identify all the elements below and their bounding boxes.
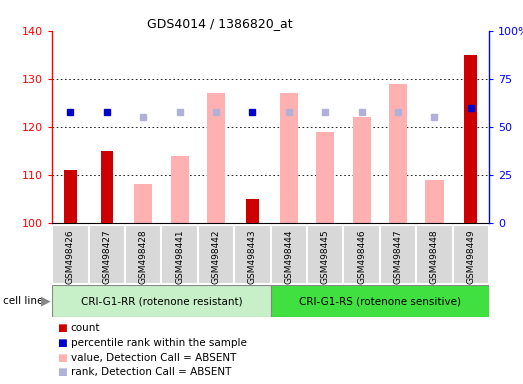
Bar: [52, 225, 89, 284]
Bar: [452, 225, 489, 284]
Text: ▶: ▶: [41, 295, 50, 308]
Text: ■: ■: [58, 367, 67, 377]
Bar: [100, 151, 113, 223]
Bar: [246, 199, 259, 223]
Text: value, Detection Call = ABSENT: value, Detection Call = ABSENT: [71, 353, 236, 362]
Text: GSM498426: GSM498426: [66, 229, 75, 284]
Text: cell line: cell line: [3, 296, 43, 306]
Text: GSM498446: GSM498446: [357, 229, 366, 284]
Text: GSM498449: GSM498449: [467, 229, 475, 284]
Text: GSM498428: GSM498428: [139, 229, 148, 284]
Text: GSM498442: GSM498442: [212, 229, 221, 284]
Bar: [170, 156, 189, 223]
Bar: [271, 285, 489, 317]
Text: count: count: [71, 323, 100, 333]
Text: GSM498441: GSM498441: [175, 229, 184, 284]
Bar: [316, 131, 334, 223]
Text: GSM498447: GSM498447: [393, 229, 403, 284]
Text: GSM498444: GSM498444: [285, 229, 293, 284]
Bar: [207, 93, 225, 223]
Bar: [464, 55, 477, 223]
Bar: [344, 225, 380, 284]
Text: ■: ■: [58, 338, 67, 348]
Text: ■: ■: [58, 353, 67, 362]
Bar: [162, 225, 198, 284]
Bar: [280, 93, 298, 223]
Text: GSM498445: GSM498445: [321, 229, 329, 284]
Bar: [125, 225, 162, 284]
Text: percentile rank within the sample: percentile rank within the sample: [71, 338, 246, 348]
Text: GDS4014 / 1386820_at: GDS4014 / 1386820_at: [147, 17, 292, 30]
Bar: [271, 225, 307, 284]
Bar: [64, 170, 77, 223]
Text: GSM498448: GSM498448: [430, 229, 439, 284]
Text: GSM498427: GSM498427: [103, 229, 111, 284]
Bar: [198, 225, 234, 284]
Bar: [380, 225, 416, 284]
Bar: [307, 225, 344, 284]
Bar: [89, 225, 125, 284]
Bar: [416, 225, 452, 284]
Bar: [52, 285, 271, 317]
Text: CRI-G1-RS (rotenone sensitive): CRI-G1-RS (rotenone sensitive): [299, 296, 461, 306]
Bar: [389, 83, 407, 223]
Text: GSM498443: GSM498443: [248, 229, 257, 284]
Bar: [234, 225, 271, 284]
Text: rank, Detection Call = ABSENT: rank, Detection Call = ABSENT: [71, 367, 231, 377]
Text: CRI-G1-RR (rotenone resistant): CRI-G1-RR (rotenone resistant): [81, 296, 242, 306]
Bar: [425, 179, 444, 223]
Bar: [134, 184, 152, 223]
Bar: [353, 117, 371, 223]
Text: ■: ■: [58, 323, 67, 333]
